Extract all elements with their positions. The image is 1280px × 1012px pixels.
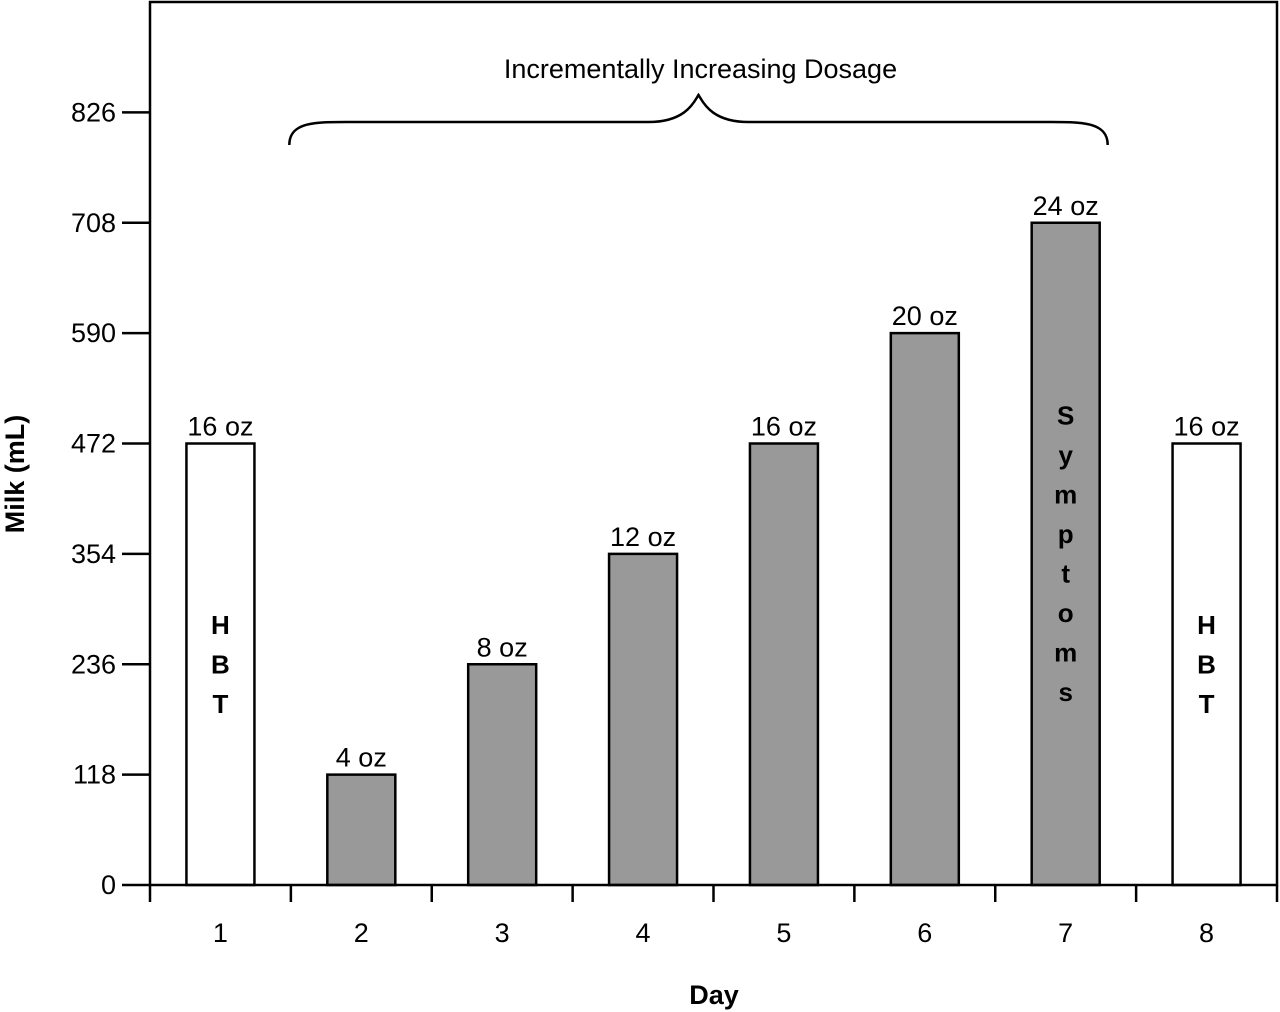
bar-letter: y xyxy=(1058,440,1073,470)
bar-letter: m xyxy=(1054,480,1077,510)
x-tick-label: 3 xyxy=(495,918,510,948)
dosage-brace xyxy=(288,92,1109,146)
bar-text-layer: H B TS y m p t o m sH B T xyxy=(211,401,1216,719)
x-tick-label: 6 xyxy=(917,918,932,948)
bar-day-3 xyxy=(466,663,538,887)
bar-day-5 xyxy=(748,442,820,887)
data-label: 16 oz xyxy=(1174,412,1240,442)
bar-day-7 xyxy=(1030,221,1101,887)
plot-frame xyxy=(148,0,1279,887)
y-tick-label: 826 xyxy=(71,97,116,127)
y-tick-label: 354 xyxy=(71,539,116,569)
axes-layer xyxy=(148,0,1279,887)
annotation-layer: Incrementally Increasing Dosage xyxy=(288,54,1109,146)
x-tick-label: 7 xyxy=(1058,918,1073,948)
x-tick-label: 5 xyxy=(776,918,791,948)
x-tick-label: 8 xyxy=(1199,918,1214,948)
data-label: 16 oz xyxy=(751,412,817,442)
bar-letter: p xyxy=(1058,519,1074,549)
data-label: 8 oz xyxy=(477,632,528,662)
x-axis-title: Day xyxy=(689,980,739,1010)
data-label: 24 oz xyxy=(1033,191,1099,221)
brace-annotation-label: Incrementally Increasing Dosage xyxy=(504,54,897,84)
bar-letter: m xyxy=(1054,638,1077,668)
bar-day-8 xyxy=(1171,442,1242,887)
y-axis-title: Milk (mL) xyxy=(0,415,30,534)
bar-letter: S xyxy=(1057,401,1074,431)
bar-letter: H xyxy=(1197,610,1216,640)
data-labels-layer: 16 oz 4 oz 8 oz 12 oz 16 oz 20 oz 24 oz 16 oz xyxy=(187,191,1239,773)
data-label: 20 oz xyxy=(892,301,958,331)
x-tick-label: 2 xyxy=(354,918,369,948)
y-tick-label: 590 xyxy=(71,318,116,348)
bar-day-4 xyxy=(607,552,679,887)
data-label: 4 oz xyxy=(336,743,387,773)
bar-letter: t xyxy=(1061,559,1070,589)
y-tick-label: 118 xyxy=(73,760,116,790)
y-tick-label: 236 xyxy=(71,649,116,679)
bar-day-2 xyxy=(326,773,397,887)
bar-letter: B xyxy=(1197,649,1216,679)
y-tick-label: 0 xyxy=(101,870,116,900)
bar-letter: B xyxy=(211,649,230,679)
bars-layer xyxy=(185,221,1242,887)
y-tick-label: 472 xyxy=(71,429,116,459)
data-label: 16 oz xyxy=(187,412,253,442)
bar-letter: H xyxy=(211,610,230,640)
bar-letter: o xyxy=(1058,598,1074,628)
bar-letter: T xyxy=(212,689,228,719)
bar-letter: s xyxy=(1058,677,1072,707)
bar-day-6 xyxy=(889,331,961,887)
data-label: 12 oz xyxy=(610,522,676,552)
ticks-layer: 0 118 236 354 472 590 708 826 1 2 3 4 5 6 7 8 xyxy=(71,97,1279,948)
x-tick-label: 4 xyxy=(636,918,651,948)
bar-day-1 xyxy=(185,442,256,887)
bar-letter: T xyxy=(1199,689,1215,719)
x-tick-label: 1 xyxy=(213,918,228,948)
y-tick-label: 708 xyxy=(71,208,116,238)
